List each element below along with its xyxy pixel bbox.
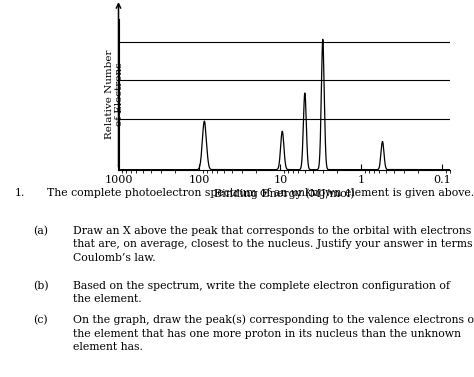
Text: (b): (b): [33, 281, 49, 291]
Text: Draw an X above the peak that corresponds to the orbital with electrons
that are: Draw an X above the peak that correspond…: [73, 226, 474, 263]
X-axis label: Binding Energy (MJ/mol): Binding Energy (MJ/mol): [214, 188, 355, 199]
Text: 1.: 1.: [14, 188, 25, 199]
Y-axis label: Relative Number
of Electrons: Relative Number of Electrons: [105, 49, 124, 139]
Text: The complete photoelectron spectrum of an unknown element is given above.: The complete photoelectron spectrum of a…: [47, 188, 474, 199]
Text: (c): (c): [33, 315, 48, 325]
Text: (a): (a): [33, 226, 48, 236]
Text: On the graph, draw the peak(s) corresponding to the valence electrons of
the ele: On the graph, draw the peak(s) correspon…: [73, 315, 474, 352]
Text: Based on the spectrum, write the complete electron configuration of
the element.: Based on the spectrum, write the complet…: [73, 281, 450, 304]
